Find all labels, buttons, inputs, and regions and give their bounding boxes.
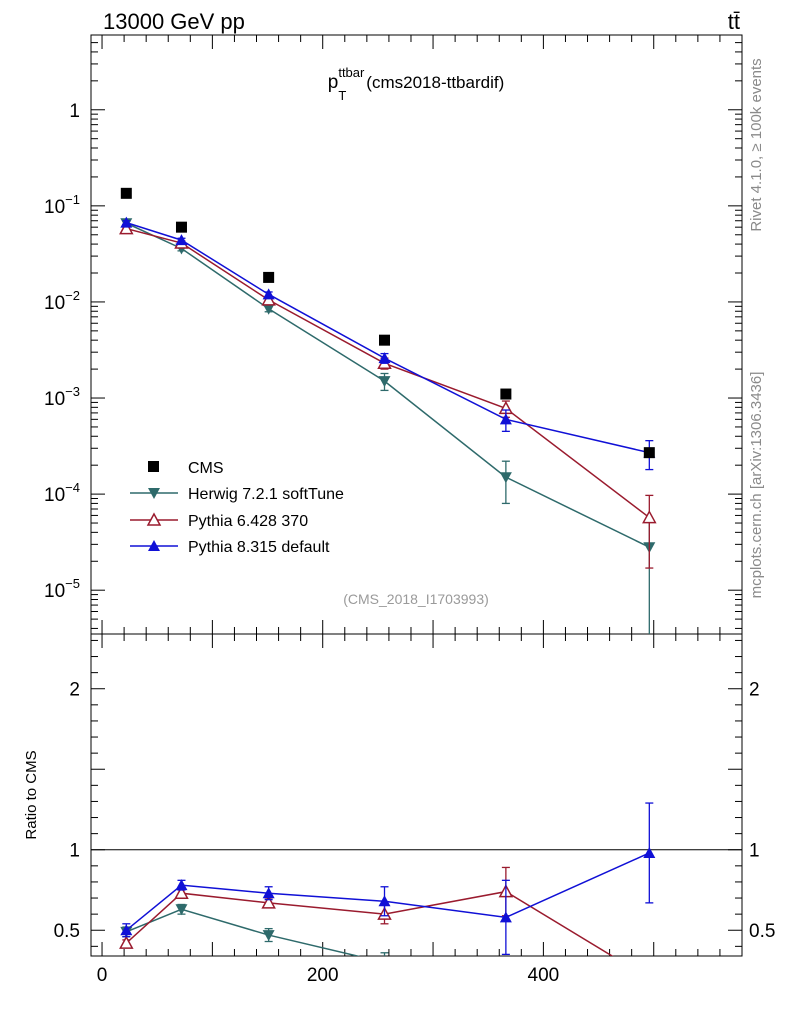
series-line-upper	[126, 221, 650, 454]
data-point-ratio	[643, 990, 655, 1001]
lower-series-layer	[119, 802, 656, 1001]
upper-ytick-base: 10	[44, 389, 65, 410]
data-point-ratio	[262, 887, 275, 899]
upper-ytick-label: 10−1	[44, 192, 80, 218]
cms-data-point	[263, 271, 275, 283]
upper-ytick-label: 10−5	[44, 576, 80, 602]
upper-ytick-exp: −2	[65, 288, 80, 303]
cms-data-point	[643, 447, 655, 459]
x-axis	[101, 35, 721, 956]
legend-marker-cms	[148, 461, 159, 472]
upper-ytick-base: 10	[44, 197, 65, 218]
upper-series-layer	[119, 187, 657, 634]
series-line-ratio	[125, 852, 650, 931]
analysis-label: (CMS_2018_I1703993)	[343, 591, 489, 607]
series-line-upper	[126, 227, 650, 519]
lower-ytick-label-left: 2	[69, 680, 80, 701]
upper-ytick-exp: −3	[65, 384, 80, 399]
legend-label-herwig: Herwig 7.2.1 softTune	[188, 486, 344, 503]
data-point-ratio	[175, 879, 188, 891]
x-tick-labels: 0 200 400	[97, 965, 559, 986]
chart-title: pttbar T (cms2018-ttbardif)	[328, 65, 504, 103]
legend-marker-pythia6	[146, 512, 162, 526]
series-line-ratio	[126, 908, 361, 956]
lower-ytick-label-right: 2	[749, 680, 760, 701]
cms-data-point	[175, 221, 187, 233]
data-point-ratio	[119, 935, 134, 949]
upper-ytick-label: 1	[69, 101, 80, 122]
upper-ytick-base: 1	[69, 101, 80, 122]
data-point-ratio	[500, 983, 512, 994]
lower-panel-frame	[90, 633, 743, 957]
upper-ytick-base: 10	[44, 581, 65, 602]
upper-ytick-exp: −5	[65, 576, 80, 591]
legend-label-pythia6: Pythia 6.428 370	[188, 513, 308, 530]
data-point-upper	[499, 413, 512, 425]
legend-marker-pythia8	[148, 540, 160, 551]
data-point-ratio	[174, 885, 189, 899]
mcplots-label: mcplots.cern.ch [arXiv:1306.3436]	[748, 372, 765, 599]
data-point-upper	[119, 221, 134, 235]
lower-ytick-label-right: 1	[749, 841, 760, 862]
upper-ytick-base: 10	[44, 293, 65, 314]
upper-ytick-label: 10−3	[44, 384, 80, 410]
upper-y-axis	[91, 34, 742, 629]
data-point-ratio	[262, 930, 275, 942]
xtick-label: 200	[307, 965, 339, 986]
chart-title-sub: T	[338, 88, 346, 103]
data-point-upper	[642, 509, 657, 524]
process-label: tt̄	[728, 9, 740, 34]
cms-data-point	[120, 187, 132, 199]
xtick-label: 400	[528, 965, 560, 986]
data-point-ratio	[499, 911, 512, 923]
data-point-ratio	[378, 895, 391, 907]
data-point-upper	[175, 234, 188, 246]
series-line-upper	[125, 222, 650, 548]
data-point-upper	[261, 292, 276, 306]
legend-label-pythia8: Pythia 8.315 default	[188, 539, 330, 556]
data-point-ratio	[261, 895, 276, 909]
lower-ytick-label-right: 0.5	[749, 921, 775, 942]
lower-ytick-label-left: 0.5	[54, 921, 80, 942]
energy-label: 13000 GeV pp	[103, 9, 245, 34]
upper-ytick-exp: −4	[65, 480, 80, 495]
upper-y-tick-labels: 1 10−1 10−2 10−3 10−4 10−5	[44, 101, 80, 602]
data-point-ratio	[120, 924, 133, 936]
data-point-upper	[262, 303, 275, 315]
data-point-upper	[262, 288, 275, 300]
lower-ytick-label-left: 1	[69, 841, 80, 862]
chart-title-sup: ttbar	[338, 65, 365, 80]
legend-marker-herwig	[148, 488, 160, 499]
lower-y-tick-labels: 0.5 1 2 0.5 1 2	[54, 680, 776, 943]
lower-y-axis	[91, 639, 742, 947]
cms-data-point	[379, 334, 391, 346]
data-point-ratio	[379, 957, 391, 968]
upper-ytick-exp: −1	[65, 192, 80, 207]
chart-title-rest: (cms2018-ttbardif)	[366, 73, 504, 92]
data-point-ratio	[643, 846, 656, 858]
data-point-upper	[120, 216, 133, 228]
cms-data-point	[500, 388, 512, 400]
rivet-label: Rivet 4.1.0, ≥ 100k events	[748, 58, 765, 231]
data-point-ratio	[175, 904, 188, 916]
data-point-upper	[378, 376, 391, 388]
legend-label-cms: CMS	[188, 460, 224, 477]
upper-ytick-label: 10−4	[44, 480, 80, 506]
upper-ytick-label: 10−2	[44, 288, 80, 314]
xtick-label: 0	[97, 965, 108, 986]
upper-ytick-base: 10	[44, 485, 65, 506]
data-point-ratio	[643, 973, 655, 984]
legend: CMS Herwig 7.2.1 softTune Pythia 6.428 3…	[130, 460, 344, 556]
data-point-upper	[499, 472, 512, 484]
chart-title-main: p	[328, 72, 339, 93]
lower-ylabel: Ratio to CMS	[23, 750, 40, 839]
data-point-upper	[378, 352, 391, 364]
